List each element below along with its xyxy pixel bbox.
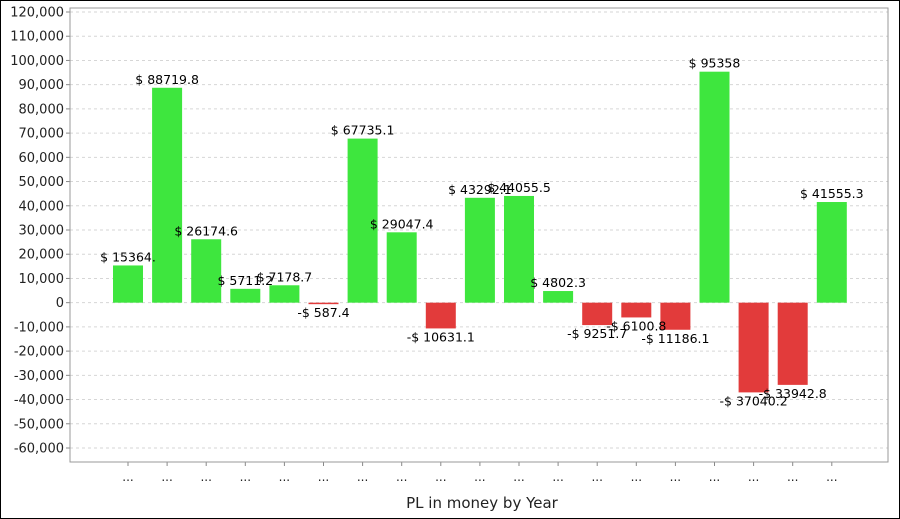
y-tick-label: 120,000	[10, 6, 64, 21]
data-label: $ 29047.4	[370, 216, 434, 231]
x-tick-label: ...	[240, 470, 251, 484]
data-label: -$ 6100.8	[606, 318, 666, 333]
x-tick-label: ...	[709, 470, 720, 484]
y-tick-label: 80,000	[19, 102, 65, 117]
y-axis-ticks: -60,000 -50,000 -40,000 -30,000 -20,000 -10,0…	[10, 6, 70, 457]
y-tick-label: 20,000	[19, 248, 65, 263]
x-axis-categories: ........................................…	[122, 462, 838, 484]
bar	[269, 285, 300, 303]
bar	[347, 138, 378, 303]
data-label: $ 15364.	[100, 249, 156, 264]
x-tick-label: ...	[435, 470, 446, 484]
y-tick-label: -40,000	[14, 393, 64, 408]
x-tick-label: ...	[513, 470, 524, 484]
axes	[69, 7, 889, 463]
bar	[386, 232, 417, 303]
x-tick-label: ...	[396, 470, 407, 484]
data-label: -$ 10631.1	[407, 329, 475, 344]
x-tick-label: ...	[591, 470, 602, 484]
x-tick-label: ...	[279, 470, 290, 484]
y-tick-label: 60,000	[19, 151, 65, 166]
bars	[113, 71, 847, 393]
data-label: $ 88719.8	[135, 72, 199, 87]
bar	[191, 239, 222, 303]
bar	[152, 87, 183, 303]
data-label: $ 95358	[689, 56, 741, 71]
bar	[504, 195, 534, 303]
x-tick-label: ...	[318, 470, 329, 484]
x-tick-label: ...	[474, 470, 485, 484]
bar	[464, 197, 495, 303]
data-label: -$ 11186.1	[641, 331, 709, 346]
bar	[738, 302, 769, 393]
bar	[660, 302, 691, 330]
y-tick-label: 70,000	[19, 127, 65, 142]
y-tick-label: -30,000	[14, 369, 64, 384]
data-label: $ 43292.1	[448, 182, 512, 197]
x-tick-label: ...	[826, 470, 837, 484]
y-tick-label: 50,000	[19, 175, 65, 190]
data-label: $ 7178.7	[257, 269, 313, 284]
x-tick-label: ...	[748, 470, 759, 484]
data-labels: $ 15364. $ 88719.8 $ 26174.6 $ 5711.2$ 7178…	[100, 56, 863, 409]
data-label: -$ 33942.8	[759, 386, 827, 401]
y-tick-label: 110,000	[10, 30, 64, 45]
y-tick-label: 90,000	[19, 78, 65, 93]
data-label: -$ 9251.7	[567, 326, 627, 341]
data-label: $ 26174.6	[174, 223, 238, 238]
data-label: $ 67735.1	[331, 123, 395, 138]
bar	[425, 302, 456, 329]
y-tick-label: -50,000	[14, 417, 64, 432]
data-label: -$ 37040.2	[720, 393, 788, 408]
bar	[816, 202, 847, 303]
y-tick-label: 100,000	[10, 54, 64, 69]
bar	[543, 291, 574, 303]
bar	[113, 265, 143, 303]
data-label: $ 5711.2	[217, 273, 273, 288]
y-tick-label: 30,000	[19, 224, 65, 239]
y-tick-label: 10,000	[19, 272, 65, 287]
y-tick-label: 0	[56, 296, 64, 311]
y-tick-label: 40,000	[19, 199, 65, 214]
data-label: $ 4802.3	[530, 275, 586, 290]
data-label: -$ 587.4	[297, 305, 349, 320]
x-tick-label: ...	[122, 470, 133, 484]
x-tick-label: ...	[200, 470, 211, 484]
x-tick-label: ...	[161, 470, 172, 484]
bar	[308, 302, 339, 305]
bar	[777, 302, 808, 385]
bar	[582, 302, 613, 326]
plot-border	[69, 7, 889, 463]
y-tick-label: -10,000	[14, 320, 64, 335]
bar	[230, 288, 261, 303]
bar	[621, 302, 652, 318]
data-label: $ 44055.5	[487, 180, 551, 195]
y-tick-label: -60,000	[14, 442, 64, 457]
x-tick-label: ...	[631, 470, 642, 484]
x-axis-label: PL in money by Year	[406, 494, 559, 512]
x-tick-label: ...	[552, 470, 563, 484]
x-tick-label: ...	[787, 470, 798, 484]
x-tick-label: ...	[357, 470, 368, 484]
y-tick-label: -20,000	[14, 345, 64, 360]
bar	[699, 71, 730, 303]
data-label: $ 41555.3	[800, 186, 864, 201]
x-tick-label: ...	[670, 470, 681, 484]
